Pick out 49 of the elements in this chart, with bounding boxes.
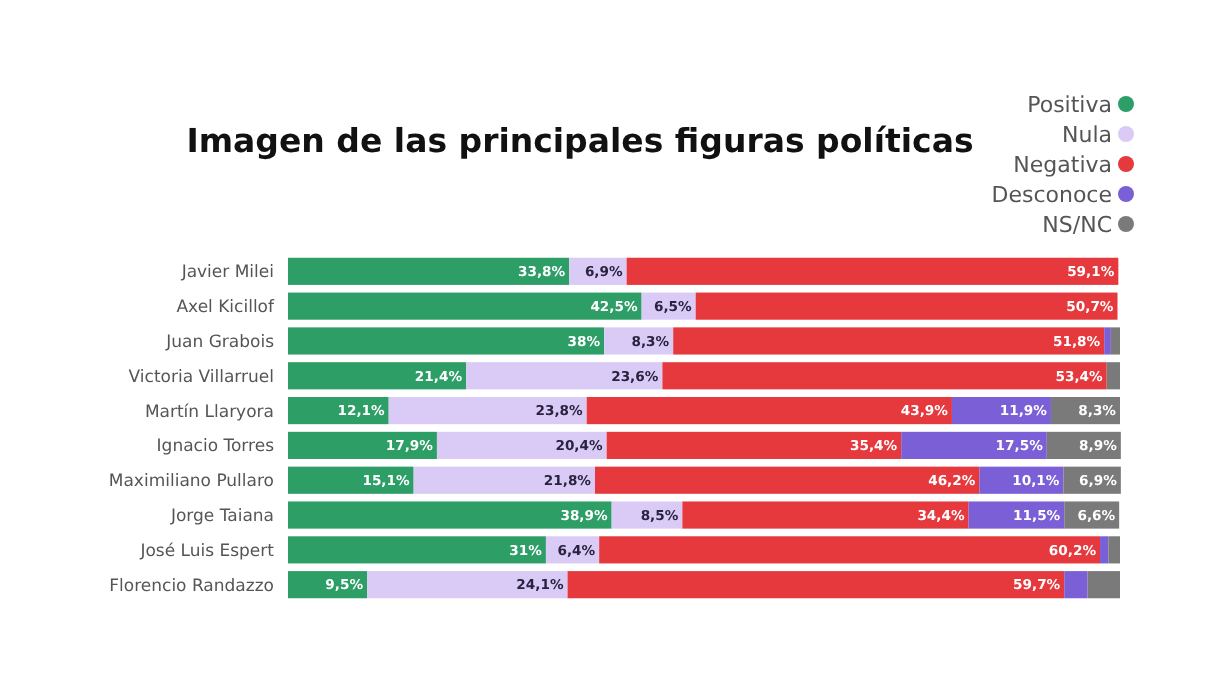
bar — [288, 327, 605, 355]
y-tick-label: Javier Milei — [179, 263, 274, 284]
bar — [413, 466, 596, 494]
bar — [968, 501, 1065, 529]
y-tick-label: Maximiliano Pullaro — [108, 472, 274, 493]
bar — [288, 431, 437, 459]
legend-label: Negativa — [1013, 151, 1112, 178]
bar — [1104, 327, 1111, 355]
bar — [1108, 536, 1120, 564]
bar — [288, 257, 570, 285]
bar — [1100, 536, 1109, 564]
y-tick-label: Jorge Taiana — [168, 506, 274, 527]
y-tick-label: José Luis Espert — [138, 541, 276, 562]
bar — [1110, 327, 1120, 355]
bar — [695, 292, 1118, 320]
y-tick-label: Victoria Villarruel — [128, 367, 274, 388]
bar — [288, 292, 642, 320]
bar — [288, 536, 546, 564]
legend-label: NS/NC — [1042, 211, 1113, 238]
legend-label: Positiva — [1027, 91, 1112, 118]
bar — [586, 397, 952, 425]
bar — [288, 397, 389, 425]
bar — [662, 362, 1107, 390]
legend-label: Nula — [1062, 121, 1112, 148]
bar — [673, 327, 1105, 355]
bar — [288, 466, 414, 494]
bar — [288, 501, 612, 529]
bar — [606, 431, 902, 459]
bar — [626, 257, 1119, 285]
bar — [367, 571, 568, 599]
bar — [901, 431, 1047, 459]
bar — [599, 536, 1101, 564]
y-tick-label: Florencio Randazzo — [109, 576, 274, 597]
bar — [682, 501, 969, 529]
bar — [595, 466, 980, 494]
bar — [466, 362, 663, 390]
y-tick-label: Ignacio Torres — [156, 437, 276, 458]
bar — [436, 431, 607, 459]
chart-title: Imagen de las principales figuras políticas — [186, 122, 974, 160]
bar — [388, 397, 587, 425]
bar — [1064, 571, 1088, 599]
bar — [1087, 571, 1120, 599]
y-tick-label: Martín Llaryora — [144, 402, 274, 423]
y-tick-label: Axel Kicillof — [176, 298, 277, 319]
legend-label: Desconoce — [991, 181, 1113, 208]
bar — [567, 571, 1065, 599]
bar — [1106, 362, 1120, 390]
bar — [288, 362, 467, 390]
y-tick-label: Juan Grabois — [164, 332, 276, 353]
